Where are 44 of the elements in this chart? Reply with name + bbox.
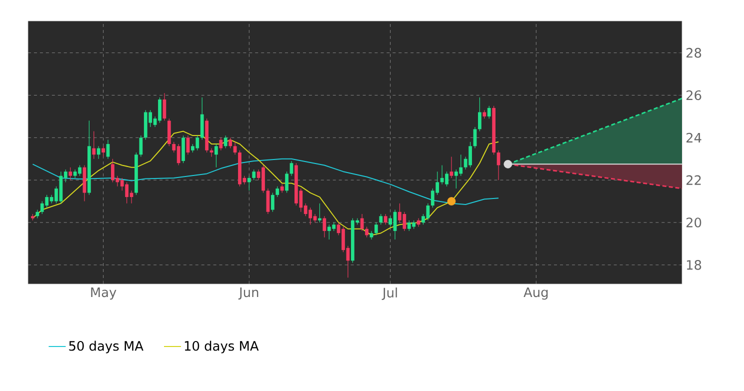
candlestick <box>487 106 491 119</box>
candlestick <box>139 135 143 158</box>
y-tick-label: 18 <box>686 260 702 270</box>
candlestick <box>365 226 368 238</box>
legend-label: 10 days MA <box>184 340 259 354</box>
candlestick <box>360 214 364 232</box>
candlestick <box>186 135 190 155</box>
candlestick <box>266 188 270 214</box>
candlestick <box>374 222 378 236</box>
y-tick-label: 26 <box>686 90 702 100</box>
candlestick <box>228 137 232 149</box>
candlestick <box>224 135 228 149</box>
candlestick <box>276 186 280 198</box>
candlestick <box>96 146 100 160</box>
candlestick <box>102 146 105 158</box>
candlestick <box>478 97 482 132</box>
candlestick <box>233 142 237 155</box>
candlestick <box>379 214 383 225</box>
candlestick <box>252 169 256 180</box>
y-tick-label: 22 <box>686 175 701 185</box>
candlestick <box>285 171 288 194</box>
candlestick <box>219 137 223 151</box>
y-tick-label: 24 <box>686 132 702 142</box>
x-tick-label: Jun <box>238 288 258 300</box>
candlestick <box>92 130 96 160</box>
x-tick-label: Aug <box>524 288 548 300</box>
candlestick <box>318 203 322 223</box>
candlestick <box>247 176 251 191</box>
y-tick-label: 20 <box>686 218 702 228</box>
candlestick <box>322 216 326 238</box>
x-tick-label: May <box>91 288 116 300</box>
candlestick <box>182 135 185 164</box>
candlestick <box>200 97 204 140</box>
candlestick <box>280 184 284 194</box>
candlestick <box>384 214 388 225</box>
candlestick <box>68 167 72 180</box>
candlestick <box>214 144 218 168</box>
candlestick <box>270 192 274 212</box>
legend-label: 50 days MA <box>69 340 144 354</box>
y-tick-label: 28 <box>686 48 702 58</box>
candlestick <box>450 156 454 178</box>
line-series <box>32 158 500 205</box>
x-tick-label: Jul <box>382 288 397 300</box>
candlestick <box>167 118 171 146</box>
